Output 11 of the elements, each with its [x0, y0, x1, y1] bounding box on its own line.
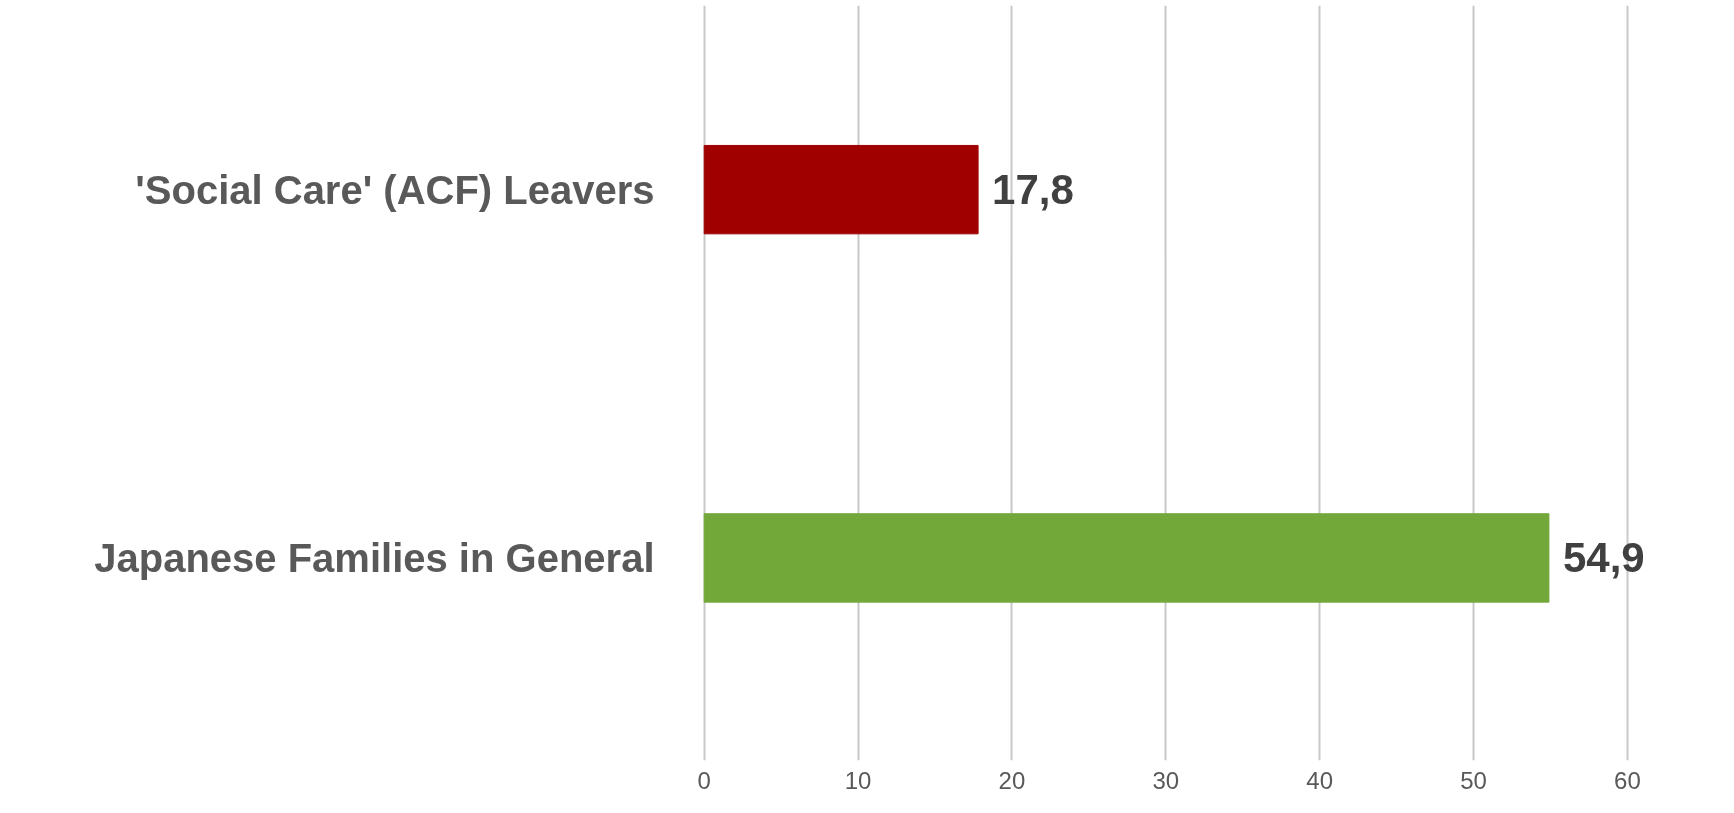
x-tick-label: 10 — [844, 766, 872, 794]
x-tick-label: 30 — [1152, 766, 1180, 794]
data-label: 54,9 — [1562, 534, 1645, 582]
x-tick-label: 50 — [1460, 766, 1487, 794]
x-tick-label: 20 — [998, 766, 1026, 794]
x-tick-label: 40 — [1306, 766, 1334, 794]
y-tick-label: 'Social Care' (ACF) Leavers — [135, 167, 655, 212]
x-tick-label: 0 — [697, 766, 711, 794]
data-label: 17,8 — [992, 166, 1074, 214]
x-tick-label: 60 — [1614, 766, 1641, 794]
y-tick-label: Japanese Families in General — [94, 535, 655, 580]
